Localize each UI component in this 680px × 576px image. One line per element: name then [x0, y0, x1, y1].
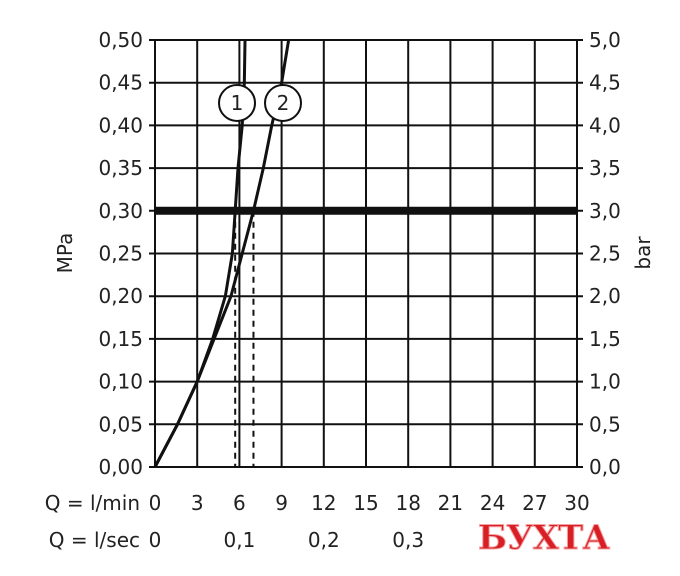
- x2-axis-label: Q = l/sec: [49, 528, 140, 552]
- x-tick-label: 18: [395, 491, 420, 515]
- y-right-tick-label: 1,5: [589, 327, 621, 351]
- x-tick-label: 3: [191, 491, 204, 515]
- y-tick-label: 0,15: [98, 327, 143, 351]
- y-right-tick-label: 2,5: [589, 242, 621, 266]
- curve-label-circle-2: [264, 84, 302, 122]
- y-tick-label: 0,45: [98, 71, 143, 95]
- y-right-tick-label: 4,0: [589, 113, 621, 137]
- y-right-tick-label: 0,5: [589, 412, 621, 436]
- x2-tick-label: 0: [149, 528, 162, 552]
- y-right-tick-label: 0,0: [589, 455, 621, 479]
- watermark-logo: БУХТА: [477, 518, 610, 559]
- x-tick-label: 9: [275, 491, 288, 515]
- y-tick-label: 0,05: [98, 412, 143, 436]
- x-axis-label: Q = l/min: [45, 491, 140, 515]
- y-right-tick-label: 2,0: [589, 284, 621, 308]
- y-right-tick-label: 1,0: [589, 370, 621, 394]
- x-tick-label: 6: [233, 491, 246, 515]
- curve-label-circle-1: [218, 84, 256, 122]
- y-right-tick-label: 3,0: [589, 199, 621, 223]
- y-right-axis-label: bar: [631, 236, 655, 270]
- y-tick-label: 0,50: [98, 28, 143, 52]
- y-right-tick-label: 4,5: [589, 71, 621, 95]
- y-tick-label: 0,10: [98, 370, 143, 394]
- x2-tick-label: 0,1: [223, 528, 255, 552]
- curve-label-2: 2: [277, 91, 290, 115]
- y-tick-label: 0,35: [98, 156, 143, 180]
- y-tick-label: 0,40: [98, 113, 143, 137]
- x-tick-label: 21: [438, 491, 463, 515]
- y-tick-label: 0,00: [98, 455, 143, 479]
- y-right-tick-label: 3,5: [589, 156, 621, 180]
- x-tick-label: 24: [480, 491, 505, 515]
- x-tick-label: 0: [149, 491, 162, 515]
- y-tick-label: 0,25: [98, 242, 143, 266]
- x-tick-label: 12: [311, 491, 336, 515]
- y-right-tick-label: 5,0: [589, 28, 621, 52]
- y-tick-label: 0,30: [98, 199, 143, 223]
- x-tick-label: 30: [564, 491, 589, 515]
- y-axis-label: MPa: [53, 233, 77, 274]
- x-tick-label: 15: [353, 491, 378, 515]
- x-tick-label: 27: [522, 491, 547, 515]
- curve-label-1: 1: [231, 91, 244, 115]
- y-tick-label: 0,20: [98, 284, 143, 308]
- x2-tick-label: 0,3: [392, 528, 424, 552]
- x2-tick-label: 0,2: [308, 528, 340, 552]
